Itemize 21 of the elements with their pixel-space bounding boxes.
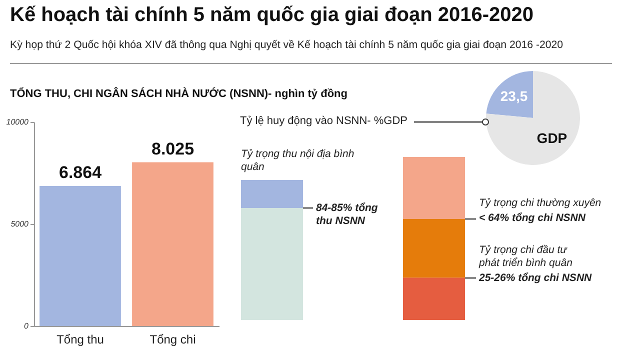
text: Kế hoạch tài chính 5 năm quốc gia giai đoạn 2016-2020 <box>10 4 534 27</box>
x-tick-label: Tổng thu <box>56 332 104 346</box>
slice-label: GDP <box>536 130 568 146</box>
data-label: 23,5 <box>500 88 528 104</box>
y-tick-label: 0 <box>24 322 30 330</box>
x-tick-label: Tổng chi <box>150 332 196 346</box>
pie-slice <box>486 71 580 165</box>
text: 25-26% tổng chi NSNN <box>479 272 593 285</box>
data-label: 6.864 <box>58 162 102 182</box>
text: Tỷ lệ huy động vào NSNN- %GDP <box>240 115 408 127</box>
text: 84-85% tổng thu NSNN <box>316 202 379 228</box>
data-label: 8.025 <box>151 139 194 158</box>
text: < 64% tổng chi NSNN <box>479 212 586 225</box>
text: Tỷ trọng thu nội địa bình quân <box>241 148 356 174</box>
pie-slice <box>486 71 533 118</box>
text: Tỷ trọng chi thường xuyên <box>479 197 602 210</box>
y-tick-label: 5000 <box>10 220 30 228</box>
text: Tỷ trọng chi đầu tư phát triển bình quân <box>479 244 574 270</box>
text: TỔNG THU, CHI NGÂN SÁCH NHÀ NƯỚC (NSNN)- nghìn tỷ đồng <box>10 88 348 100</box>
text: Kỳ họp thứ 2 Quốc hội khóa XIV đã thông qua Nghị quyết về Kế hoạch tài chính 5 năm quốc gia giai đoạn 2016 -2020 <box>10 39 564 51</box>
y-tick-label: 10000 <box>6 118 30 126</box>
